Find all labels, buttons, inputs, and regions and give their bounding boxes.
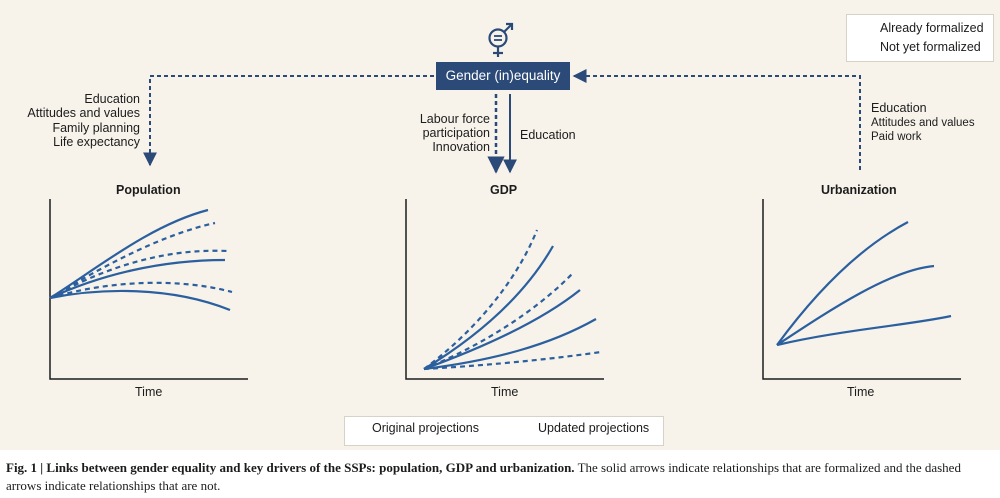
figure-caption: Fig. 1 | Links between gender equality a… (6, 459, 996, 495)
legend-not-formalized-label: Not yet formalized (880, 40, 981, 54)
urbanization-original-2 (776, 264, 935, 346)
left-driver-education: Education (84, 92, 140, 106)
urbanization-original-3 (776, 314, 952, 347)
gdp-updated-3 (423, 350, 602, 371)
legend-formalized-label: Already formalized (880, 21, 984, 35)
urbanization-original-1 (776, 221, 909, 346)
population-updated-3 (49, 281, 233, 300)
legend-original-label: Original projections (372, 421, 479, 435)
gdp-original-3 (423, 318, 597, 371)
projections-legend (344, 416, 664, 446)
urbanization-axes (762, 199, 961, 380)
population-original-3 (49, 289, 231, 312)
mid-driver-labour: Labour force (419, 112, 490, 126)
population-curves (49, 208, 233, 312)
population-axes (49, 199, 248, 380)
arrow-legend (846, 14, 994, 62)
mid-driver-participation: participation (422, 126, 490, 140)
mid-driver-education: Education (520, 128, 576, 142)
right-driver-attitudes: Attitudes and values (871, 117, 975, 129)
gdp-curves (423, 229, 602, 371)
population-title: Population (116, 183, 181, 197)
gdp-xlabel: Time (491, 385, 519, 399)
caption-body: The solid arrows indicate relationships … (6, 460, 961, 493)
population-updated-2 (49, 249, 229, 299)
caption-title: Fig. 1 | Links between gender equality a… (6, 460, 575, 475)
gdp-updated-2 (423, 272, 574, 371)
gdp-title: GDP (490, 183, 518, 197)
left-driver-life-expectancy: Life expectancy (53, 135, 140, 149)
population-original-2 (49, 258, 226, 299)
right-driver-paid-work: Paid work (871, 131, 922, 143)
diagram-graphics (49, 22, 961, 431)
urbanization-xlabel: Time (847, 385, 875, 399)
right-driver-education: Education (871, 101, 927, 115)
gender-equality-box: Gender (in)equality (436, 62, 570, 90)
gender-equality-icon (488, 22, 514, 57)
arrow-to-population (143, 75, 434, 167)
gdp-updated-1 (423, 229, 539, 370)
population-xlabel: Time (135, 385, 163, 399)
arrow-from-urbanization (572, 69, 861, 170)
gdp-axes (405, 199, 604, 380)
left-driver-family-planning: Family planning (52, 121, 140, 135)
gdp-original-2 (423, 289, 581, 371)
mid-driver-innovation: Innovation (432, 140, 490, 154)
gdp-original-1 (423, 245, 554, 370)
urbanization-curves (776, 221, 952, 347)
left-driver-attitudes: Attitudes and values (27, 106, 140, 120)
urbanization-title: Urbanization (821, 183, 897, 197)
legend-updated-label: Updated projections (538, 421, 650, 435)
